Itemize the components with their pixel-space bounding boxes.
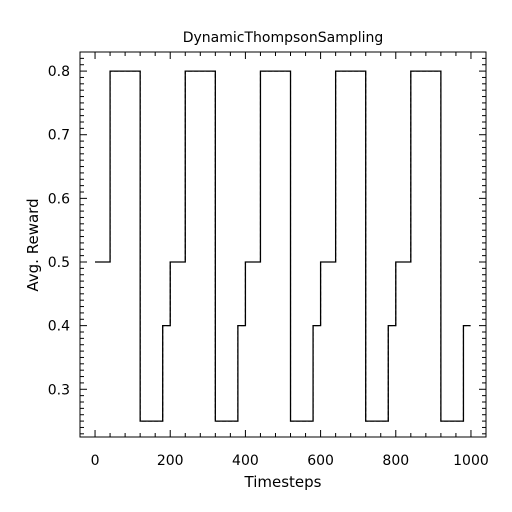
x-tick-label: 0 (91, 453, 100, 469)
y-tick-label: 0.8 (48, 64, 70, 80)
y-tick-label: 0.5 (48, 255, 70, 271)
x-tick-label: 600 (307, 453, 334, 469)
series-line-dashed (95, 70, 471, 422)
x-tick-label: 200 (157, 453, 184, 469)
y-axis-title: Avg. Reward (24, 198, 42, 291)
chart-title: DynamicThompsonSampling (183, 30, 384, 46)
x-axis-title: Timesteps (244, 473, 322, 491)
y-tick-label: 0.7 (48, 128, 70, 144)
series-layer (95, 70, 471, 422)
x-tick-label: 1000 (453, 453, 489, 469)
x-tick-label: 800 (382, 453, 409, 469)
plot-frame (79, 51, 487, 438)
x-tick-label: 400 (232, 453, 259, 469)
y-tick-label: 0.6 (48, 191, 70, 207)
y-tick-label: 0.3 (48, 382, 70, 398)
tick-layer: 0 200 400 600 800 1000 0.3 0.4 0.5 0.6 0.7 0.8 (48, 52, 489, 469)
y-tick-label: 0.4 (48, 319, 70, 335)
